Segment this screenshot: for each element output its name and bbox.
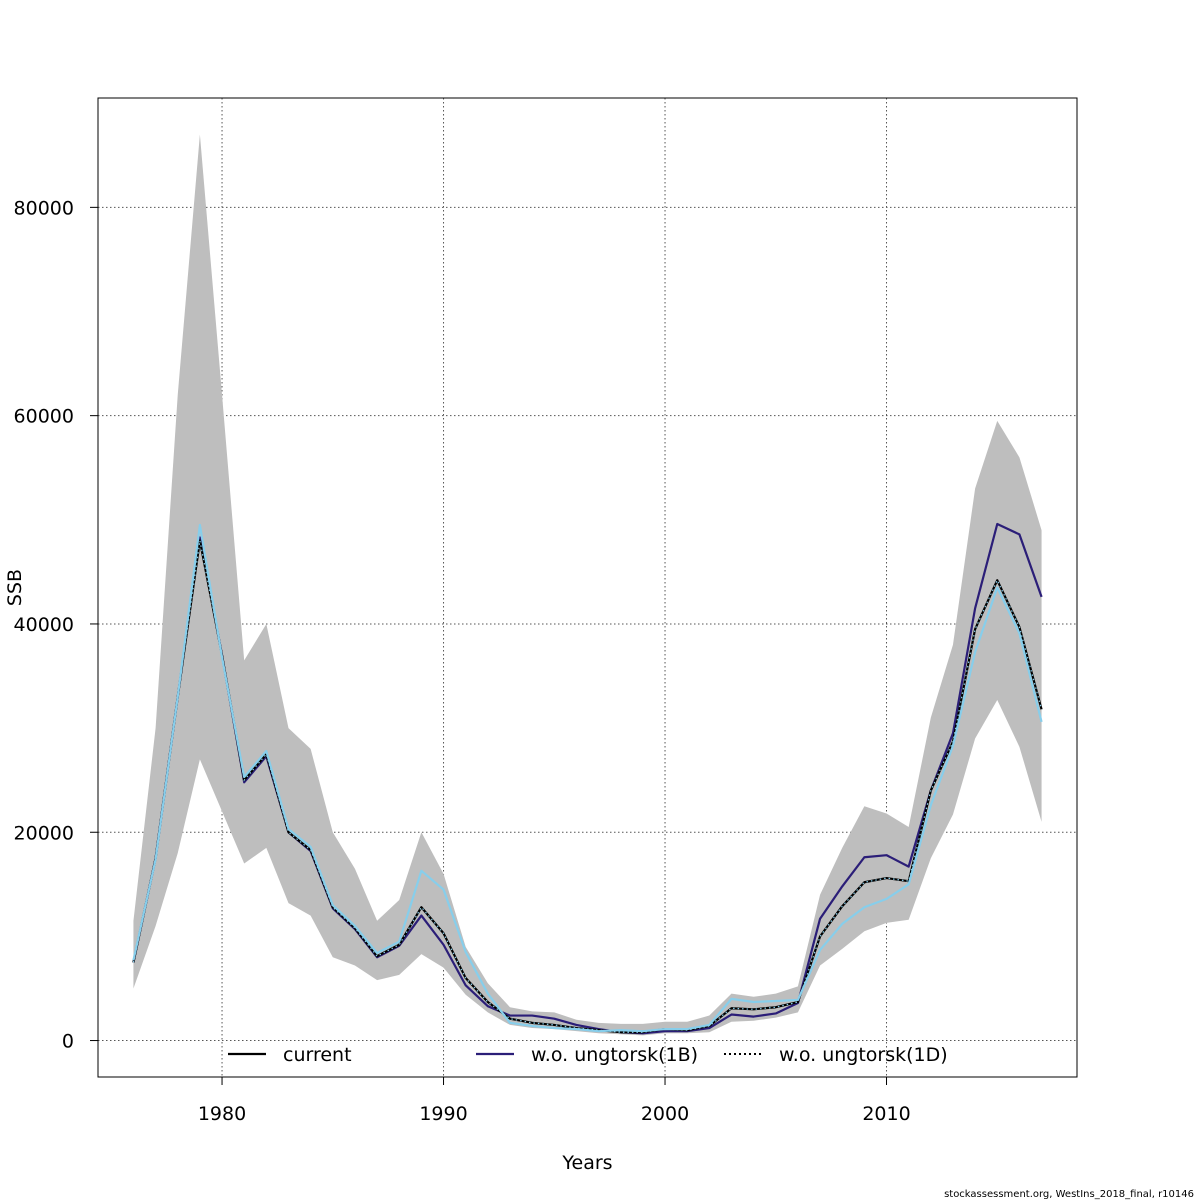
y-axis-title: SSB	[4, 569, 26, 606]
legend-label: current	[283, 1044, 352, 1066]
legend-label: w.o. ungtorsk(1B)	[531, 1044, 698, 1066]
x-tick-label: 1980	[198, 1103, 246, 1125]
x-axis-title: Years	[561, 1152, 612, 1174]
x-tick-label: 2000	[641, 1103, 689, 1125]
y-tick-label: 0	[62, 1031, 74, 1053]
legend-item-w-o-ungtorsk-1b: w.o. ungtorsk(1B)	[476, 1044, 698, 1066]
y-tick-label: 40000	[14, 614, 74, 636]
series-line-w-o-ungtorsk-1d	[132, 523, 1043, 1033]
x-axis: 1980 1990 2000 2010	[198, 1077, 911, 1125]
y-tick-label: 20000	[14, 822, 74, 844]
legend-label: w.o. ungtorsk(1D)	[779, 1044, 948, 1066]
y-axis: 0 20000 40000 60000 80000	[14, 197, 98, 1053]
x-tick-label: 2010	[862, 1103, 910, 1125]
y-tick-label: 80000	[14, 197, 74, 219]
series-group	[132, 522, 1043, 1035]
legend-item-current: current	[228, 1044, 352, 1066]
y-tick-label: 60000	[14, 406, 74, 428]
legend-item-w-o-ungtorsk-1d: w.o. ungtorsk(1D)	[724, 1044, 948, 1066]
x-tick-label: 1990	[419, 1103, 467, 1125]
plot-frame	[97, 97, 1078, 1078]
footer-credit: stockassessment.org, WestIns_2018_final,…	[944, 1189, 1194, 1200]
legend: current w.o. ungtorsk(1B) w.o. ungtorsk(1D…	[228, 1044, 948, 1066]
